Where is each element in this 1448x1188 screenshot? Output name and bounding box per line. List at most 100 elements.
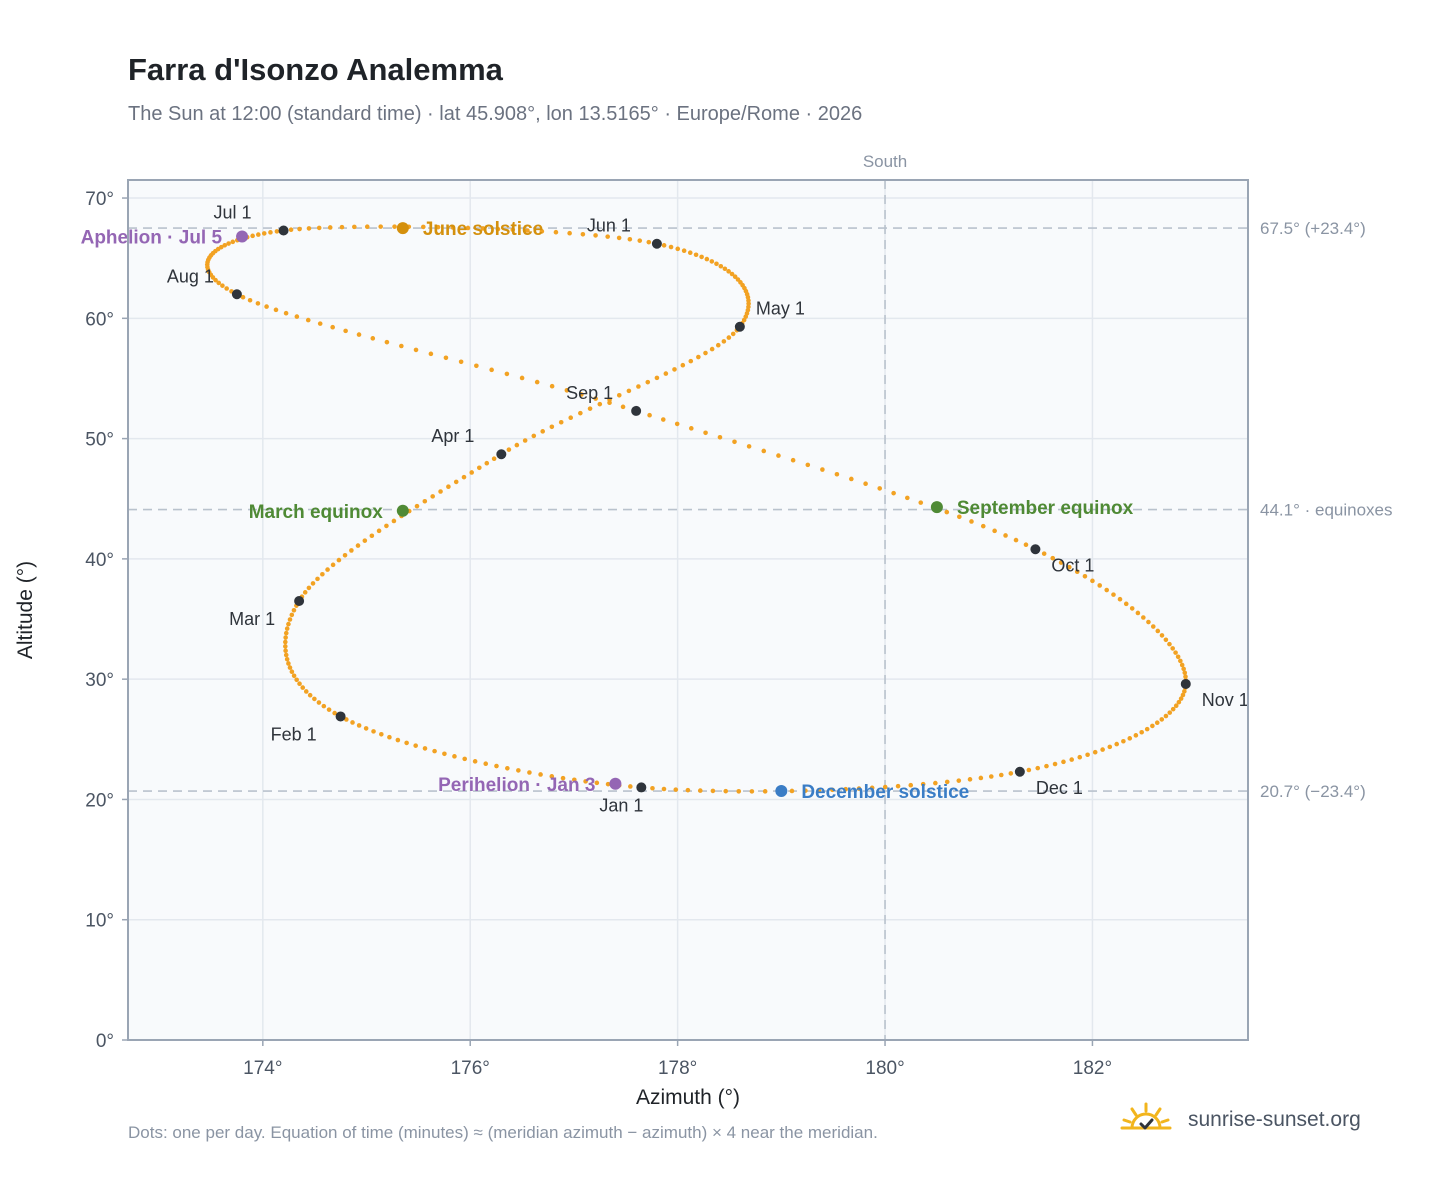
daily-sun-dot xyxy=(549,774,555,779)
daily-sun-dot xyxy=(413,743,418,748)
daily-sun-dot xyxy=(661,243,667,248)
daily-sun-dot xyxy=(699,254,704,260)
daily-sun-dot xyxy=(283,644,288,649)
analemma-curve xyxy=(204,224,1189,794)
daily-sun-dot xyxy=(527,770,532,775)
daily-sun-dot xyxy=(1141,615,1146,620)
daily-sun-dot xyxy=(1175,654,1181,660)
daily-sun-dot xyxy=(1052,761,1058,767)
daily-sun-dot xyxy=(790,457,796,463)
daily-sun-dot xyxy=(336,557,342,563)
daily-sun-dot xyxy=(920,781,926,787)
month-label: Jul 1 xyxy=(214,203,252,223)
daily-sun-dot xyxy=(1183,674,1188,679)
daily-sun-dot xyxy=(302,590,308,595)
event-label: September equinox xyxy=(957,498,1134,519)
daily-sun-dot xyxy=(230,239,236,245)
daily-sun-dot xyxy=(443,355,449,361)
daily-sun-dot xyxy=(261,231,267,236)
month-label: Jan 1 xyxy=(599,795,643,815)
daily-sun-dot xyxy=(461,474,467,480)
daily-sun-dot xyxy=(726,335,732,340)
daily-sun-dot xyxy=(1100,747,1105,752)
daily-sun-dot xyxy=(1069,757,1075,762)
daily-sun-dot xyxy=(247,297,253,303)
daily-sun-dot xyxy=(992,528,997,534)
daily-sun-dot xyxy=(355,543,361,548)
daily-sun-dot xyxy=(317,321,323,326)
daily-sun-dot xyxy=(689,426,694,431)
daily-sun-dot xyxy=(722,266,728,272)
daily-sun-dot xyxy=(414,503,420,509)
daily-sun-dot xyxy=(1163,637,1169,643)
x-tick-label: 178° xyxy=(658,1058,697,1079)
daily-sun-dot xyxy=(696,354,701,360)
month-label: Apr 1 xyxy=(431,426,474,446)
daily-sun-dot xyxy=(905,495,910,501)
month-label: Sep 1 xyxy=(566,383,613,403)
daily-sun-dot xyxy=(300,685,306,690)
daily-sun-dot xyxy=(908,782,914,788)
daily-sun-dot xyxy=(326,707,332,712)
daily-sun-dot xyxy=(307,692,313,698)
y-axis-label: Altitude (°) xyxy=(14,561,37,659)
daily-sun-dot xyxy=(294,314,300,319)
daily-sun-dot xyxy=(944,509,950,515)
daily-sun-dot xyxy=(578,410,583,416)
daily-sun-dot xyxy=(1173,650,1178,655)
daily-sun-dot xyxy=(726,269,731,274)
daily-sun-dot xyxy=(803,788,808,793)
daily-sun-dot xyxy=(688,358,694,364)
daily-sun-dot xyxy=(1044,763,1049,769)
daily-sun-dot xyxy=(413,347,419,353)
daily-sun-dot xyxy=(476,465,482,471)
daily-sun-dot xyxy=(540,429,546,434)
daily-sun-dot xyxy=(661,786,667,792)
daily-sun-dot xyxy=(593,233,598,238)
daily-sun-dot xyxy=(746,444,752,449)
daily-sun-dot xyxy=(1085,752,1090,758)
daily-sun-dot xyxy=(1121,738,1126,744)
daily-sun-dot xyxy=(568,415,574,420)
daily-sun-dot xyxy=(399,343,404,349)
month-marker xyxy=(631,405,642,416)
daily-sun-dot xyxy=(607,400,612,405)
daily-sun-dot xyxy=(1159,633,1165,638)
daily-sun-dot xyxy=(1117,596,1123,602)
x-tick-label: 182° xyxy=(1073,1058,1112,1079)
y-tick-label: 40° xyxy=(85,550,114,571)
daily-sun-dot xyxy=(877,486,883,491)
daily-sun-dot xyxy=(404,740,409,746)
daily-sun-dot xyxy=(474,363,479,369)
daily-sun-dot xyxy=(654,375,660,381)
daily-sun-dot xyxy=(349,548,354,553)
daily-sun-dot xyxy=(514,442,520,448)
daily-sun-dot xyxy=(674,421,680,427)
daily-sun-dot xyxy=(616,235,622,241)
daily-sun-dot xyxy=(339,224,345,230)
daily-sun-dot xyxy=(453,479,459,485)
daily-sun-dot xyxy=(1155,628,1161,634)
daily-sun-dot xyxy=(342,552,348,558)
daily-sun-dot xyxy=(1023,542,1029,547)
plot-frame xyxy=(127,179,1249,1041)
brand[interactable]: sunrise-sunset.org xyxy=(1118,1100,1361,1140)
daily-sun-dot xyxy=(1182,670,1188,676)
daily-sun-dot xyxy=(1179,662,1185,668)
daily-sun-dot xyxy=(283,310,289,316)
daily-sun-dot xyxy=(306,585,312,591)
daily-sun-dot xyxy=(685,787,691,793)
daily-sun-dot xyxy=(572,777,577,783)
reference-line-label: 20.7° (−23.4°) xyxy=(1260,782,1366,801)
month-label: Feb 1 xyxy=(271,724,317,744)
daily-sun-dot xyxy=(392,224,397,229)
daily-sun-dot xyxy=(1154,720,1160,725)
daily-sun-dot xyxy=(882,784,888,790)
daily-sun-dot xyxy=(564,388,570,393)
daily-sun-dot xyxy=(356,723,362,728)
daily-sun-dot xyxy=(1127,736,1133,741)
daily-sun-dot xyxy=(717,434,723,440)
daily-sun-dot xyxy=(834,471,840,477)
daily-sun-dot xyxy=(369,533,375,539)
